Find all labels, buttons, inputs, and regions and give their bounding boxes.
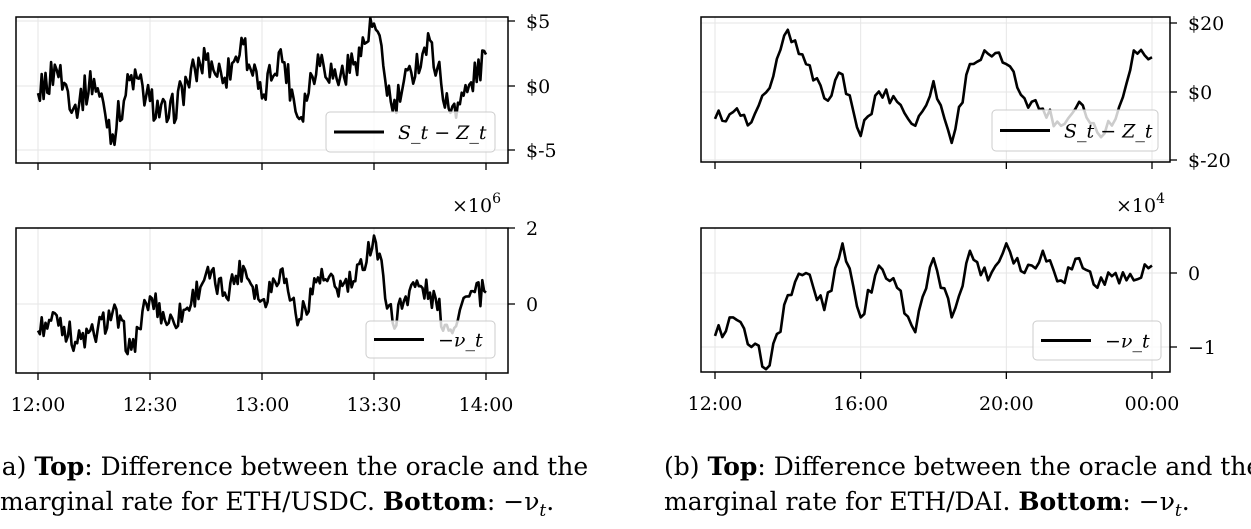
y-tick-label: $-5	[526, 140, 557, 162]
legend-label: S_t − Z_t	[398, 122, 487, 144]
series-line	[36, 234, 487, 356]
legend: −ν_t	[365, 320, 496, 359]
caption-a-line1: (a) Top: Difference between the oracle a…	[0, 452, 589, 481]
series-line	[36, 16, 488, 147]
x-tick-label: 14:00	[459, 394, 514, 416]
caption-b: (b) Top: Difference between the oracle a…	[664, 449, 1251, 529]
series-line	[713, 28, 1153, 145]
panel-b-top: $-20 $0 $20 S_t − Z_t	[700, 13, 1231, 172]
legend: S_t − Z_t	[991, 109, 1159, 152]
legend-label: −ν_t	[438, 330, 483, 352]
caption-b-line2: marginal rate for ETH/DAI. Bottom: −νt.	[664, 487, 1190, 521]
panel-b-bottom: −1 0 12:00 16:00 20:00 00:00 ×104 −ν_t	[688, 191, 1216, 415]
legend: S_t − Z_t	[325, 111, 496, 153]
legend-box	[365, 320, 496, 359]
y-tick-label: $-20	[1188, 150, 1231, 172]
x-tick-label: 13:00	[235, 394, 290, 416]
axis-exponent-power: 4	[1156, 191, 1165, 207]
caption-a-line2: marginal rate for ETH/USDC. Bottom: −νt.	[0, 487, 555, 521]
axis-exponent-label: ×106	[452, 191, 501, 217]
y-tick-label: $5	[526, 11, 550, 33]
legend-box	[1032, 320, 1162, 361]
x-tick-label: 00:00	[1125, 393, 1180, 415]
axes-frame	[700, 227, 1171, 373]
legend-box	[991, 109, 1159, 152]
x-tick-label: 12:30	[123, 394, 178, 416]
y-tick-label: 2	[526, 218, 538, 240]
legend-label: S_t − Z_t	[1064, 121, 1153, 143]
axes-frame	[700, 16, 1171, 163]
series-line	[713, 242, 1153, 371]
caption-b-line1: (b) Top: Difference between the oracle a…	[664, 452, 1251, 481]
panel-a-bottom: 0 2 12:00 12:30 13:00 13:30 14:00 ×106 −ν_t	[11, 191, 538, 416]
y-tick-label: $20	[1188, 13, 1224, 35]
caption-a: (a) Top: Difference between the oracle a…	[0, 449, 588, 529]
y-tick-label: −1	[1188, 337, 1216, 359]
x-tick-label: 13:30	[347, 394, 402, 416]
legend-box	[325, 111, 496, 153]
legend-label: −ν_t	[1105, 331, 1150, 353]
x-tick-label: 16:00	[833, 393, 888, 415]
y-tick-label: $0	[1188, 82, 1212, 104]
panel-a-top: $-5 $0 $5 S_t − Z_t	[15, 11, 557, 170]
legend: −ν_t	[1032, 320, 1162, 361]
x-tick-label: 12:00	[11, 394, 66, 416]
axis-exponent-label: ×104	[1116, 191, 1165, 217]
x-tick-label: 20:00	[979, 393, 1034, 415]
x-tick-label: 12:00	[688, 393, 743, 415]
y-tick-label: 0	[1188, 263, 1200, 285]
y-tick-label: 0	[526, 294, 538, 316]
y-tick-label: $0	[526, 76, 550, 98]
axis-exponent-power: 6	[492, 191, 501, 207]
